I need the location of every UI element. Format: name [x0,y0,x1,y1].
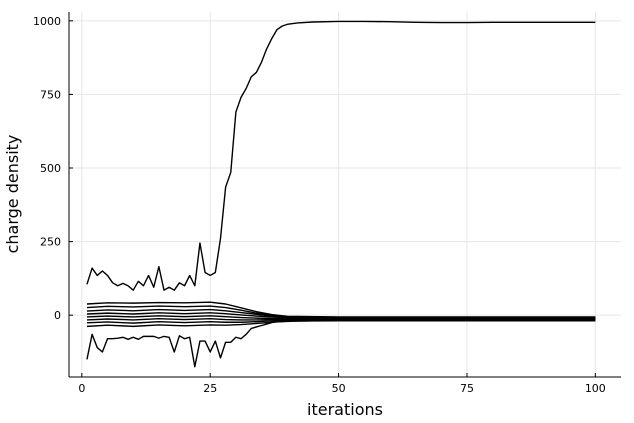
y-tick-label: 750 [40,88,61,101]
series-line-1 [86,20,596,291]
y-tick-label: 0 [54,309,61,322]
x-axis-label: iterations [307,400,383,419]
y-ticks: 0 250 500 750 1000 [33,15,73,322]
y-tick-label: 250 [40,236,61,249]
x-tick-label: 50 [332,382,346,395]
y-tick-label: 500 [40,162,61,175]
x-tick-label: 0 [78,382,85,395]
x-ticks: 0 25 50 75 100 [78,373,606,395]
x-tick-label: 75 [460,382,474,395]
x-tick-label: 25 [203,382,217,395]
y-axis-label: charge density [3,135,22,254]
series-lines [86,20,596,368]
axes [68,12,621,378]
series-line-10 [86,319,596,368]
y-tick-label: 1000 [33,15,61,28]
x-tick-label: 100 [585,382,606,395]
